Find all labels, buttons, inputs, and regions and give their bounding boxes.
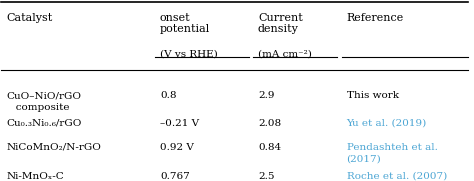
Text: onset
potential: onset potential	[160, 13, 210, 34]
Text: CuO–NiO/rGO
   composite: CuO–NiO/rGO composite	[6, 91, 81, 111]
Text: NiCoMnO₂/N-rGO: NiCoMnO₂/N-rGO	[6, 143, 101, 152]
Text: Reference: Reference	[346, 13, 404, 23]
Text: Pendashteh et al.
(2017): Pendashteh et al. (2017)	[346, 143, 438, 163]
Text: (mA cm⁻²): (mA cm⁻²)	[258, 50, 312, 59]
Text: 2.08: 2.08	[258, 119, 281, 128]
Text: 0.92 V: 0.92 V	[160, 143, 194, 152]
Text: Ni-MnOₓ-C: Ni-MnOₓ-C	[6, 172, 64, 181]
Text: 0.8: 0.8	[160, 91, 176, 100]
Text: Roche et al. (2007): Roche et al. (2007)	[346, 172, 447, 181]
Text: Cu₀.₃Ni₀.₆/rGO: Cu₀.₃Ni₀.₆/rGO	[6, 119, 82, 128]
Text: (V vs RHE): (V vs RHE)	[160, 50, 218, 59]
Text: This work: This work	[346, 91, 399, 100]
Text: Yu et al. (2019): Yu et al. (2019)	[346, 119, 427, 128]
Text: 2.5: 2.5	[258, 172, 274, 181]
Text: Catalyst: Catalyst	[6, 13, 52, 23]
Text: 0.84: 0.84	[258, 143, 281, 152]
Text: 0.767: 0.767	[160, 172, 190, 181]
Text: –0.21 V: –0.21 V	[160, 119, 199, 128]
Text: Current
density: Current density	[258, 13, 303, 34]
Text: 2.9: 2.9	[258, 91, 274, 100]
